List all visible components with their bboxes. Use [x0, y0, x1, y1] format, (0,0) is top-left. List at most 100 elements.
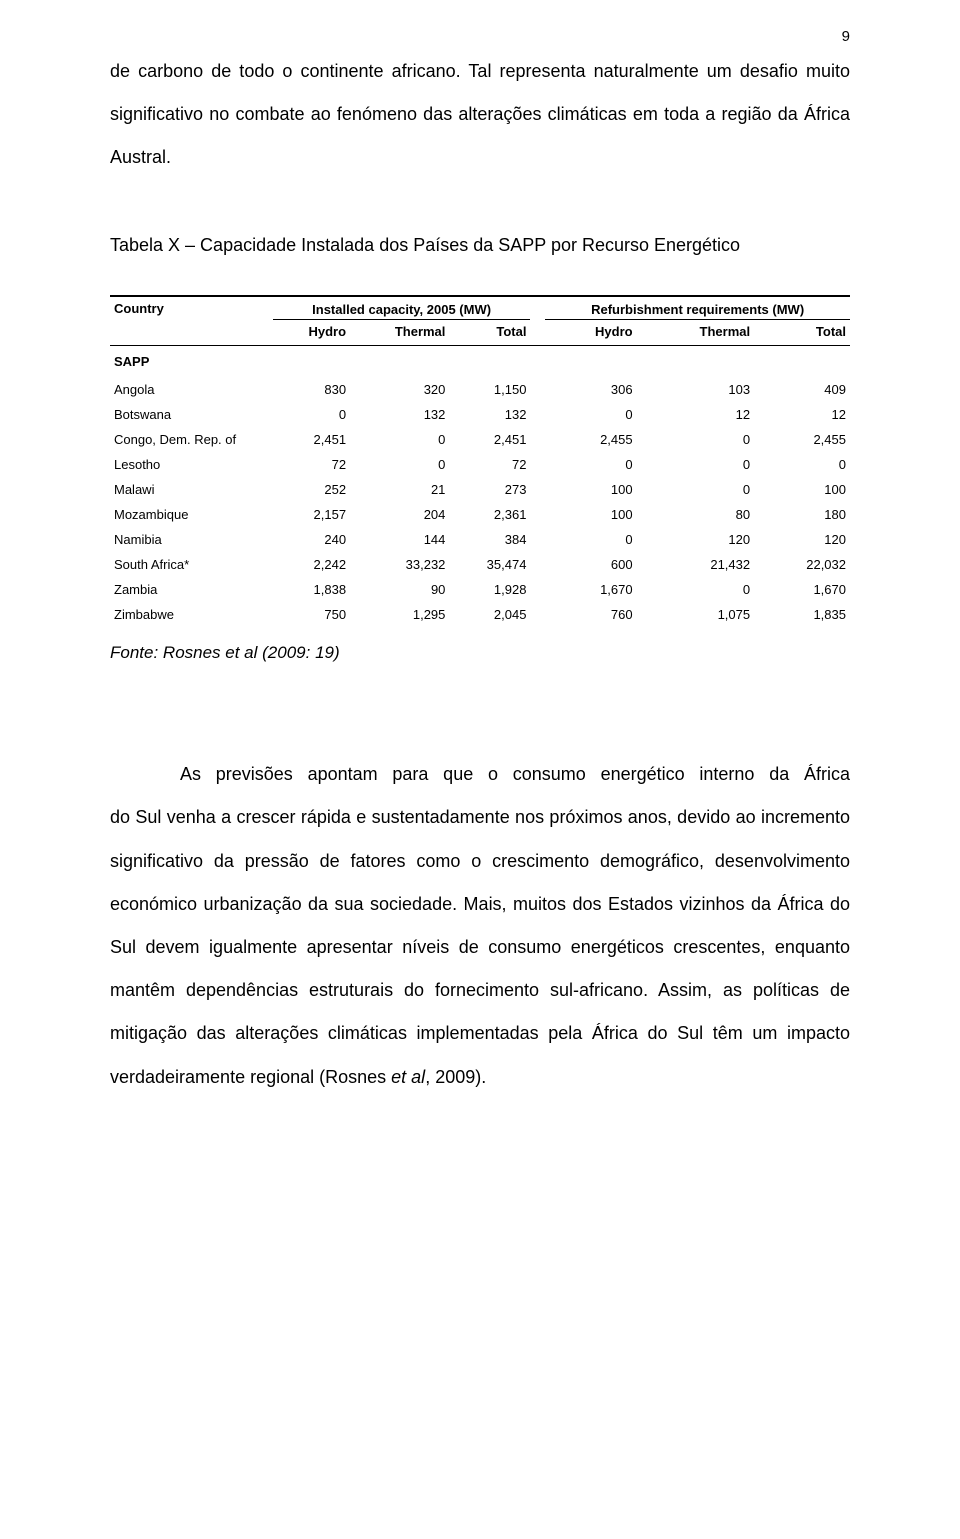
cell-value: 180 [754, 502, 850, 527]
cell-value: 0 [273, 402, 350, 427]
table-row: Angola8303201,150 306103409 [110, 377, 850, 402]
cell-value: 0 [545, 527, 636, 552]
cell-value: 100 [545, 502, 636, 527]
cell-value: 132 [449, 402, 530, 427]
cell-value: 240 [273, 527, 350, 552]
table-section-row: SAPP [110, 346, 850, 377]
cell-value: 0 [637, 577, 755, 602]
cell-value: 90 [350, 577, 449, 602]
cell-value: 0 [350, 452, 449, 477]
table-row: South Africa*2,24233,23235,474 60021,4322… [110, 552, 850, 577]
cell-value: 0 [754, 452, 850, 477]
cell-value: 2,242 [273, 552, 350, 577]
table-title: Tabela X – Capacidade Instalada dos País… [110, 224, 850, 267]
cell-value: 1,670 [545, 577, 636, 602]
cell-country: Congo, Dem. Rep. of [110, 427, 273, 452]
table-row: Zambia1,838901,928 1,67001,670 [110, 577, 850, 602]
table-row: Lesotho72072000 [110, 452, 850, 477]
para2-tail: , 2009). [425, 1067, 486, 1087]
cell-value: 12 [754, 402, 850, 427]
cell-value: 600 [545, 552, 636, 577]
cell-value: 2,455 [754, 427, 850, 452]
cell-value: 100 [754, 477, 850, 502]
cell-value: 1,150 [449, 377, 530, 402]
cell-value: 1,838 [273, 577, 350, 602]
cell-value: 750 [273, 602, 350, 627]
cell-value: 2,455 [545, 427, 636, 452]
col-country: Country [110, 297, 273, 320]
para2-rest: do Sul venha a crescer rápida e sustenta… [110, 807, 850, 1086]
cell-value: 0 [637, 452, 755, 477]
table-header-row-1: Country Installed capacity, 2005 (MW) Re… [110, 297, 850, 320]
cell-country: Lesotho [110, 452, 273, 477]
capacity-table: Country Installed capacity, 2005 (MW) Re… [110, 297, 850, 628]
cell-value: 72 [449, 452, 530, 477]
cell-value: 35,474 [449, 552, 530, 577]
cell-value: 33,232 [350, 552, 449, 577]
sub-thermal-2: Thermal [637, 320, 755, 346]
paragraph-1: de carbono de todo o continente africano… [110, 50, 850, 180]
cell-value: 252 [273, 477, 350, 502]
sub-hydro-1: Hydro [273, 320, 350, 346]
paragraph-2: As previsões apontam para que o consumo … [110, 753, 850, 1099]
cell-value: 760 [545, 602, 636, 627]
cell-value: 1,670 [754, 577, 850, 602]
cell-value: 320 [350, 377, 449, 402]
cell-value: 204 [350, 502, 449, 527]
table-row: Namibia2401443840120120 [110, 527, 850, 552]
cell-value: 1,075 [637, 602, 755, 627]
cell-value: 2,045 [449, 602, 530, 627]
cell-value: 1,295 [350, 602, 449, 627]
page-number: 9 [842, 28, 850, 45]
para2-em: et al [391, 1067, 425, 1087]
cell-value: 22,032 [754, 552, 850, 577]
cell-value: 12 [637, 402, 755, 427]
table-section-label: SAPP [110, 346, 850, 377]
cell-country: Namibia [110, 527, 273, 552]
cell-country: Zambia [110, 577, 273, 602]
cell-value: 0 [350, 427, 449, 452]
cell-value: 103 [637, 377, 755, 402]
table-body: SAPP Angola8303201,150306103409Botswana0… [110, 345, 850, 627]
cell-country: Botswana [110, 402, 273, 427]
sub-hydro-2: Hydro [545, 320, 636, 346]
cell-value: 0 [637, 427, 755, 452]
cell-value: 100 [545, 477, 636, 502]
cell-value: 1,928 [449, 577, 530, 602]
cell-value: 830 [273, 377, 350, 402]
cell-value: 21,432 [637, 552, 755, 577]
cell-value: 132 [350, 402, 449, 427]
cell-value: 2,451 [273, 427, 350, 452]
cell-country: Malawi [110, 477, 273, 502]
cell-value: 21 [350, 477, 449, 502]
cell-value: 144 [350, 527, 449, 552]
cell-value: 80 [637, 502, 755, 527]
cell-value: 409 [754, 377, 850, 402]
cell-value: 120 [637, 527, 755, 552]
cell-country: South Africa* [110, 552, 273, 577]
cell-value: 2,157 [273, 502, 350, 527]
cell-value: 72 [273, 452, 350, 477]
cell-value: 273 [449, 477, 530, 502]
sub-total-1: Total [449, 320, 530, 346]
col-group-installed: Installed capacity, 2005 (MW) [273, 297, 531, 320]
table-row: Malawi252212731000100 [110, 477, 850, 502]
cell-value: 1,835 [754, 602, 850, 627]
cell-country: Mozambique [110, 502, 273, 527]
cell-value: 306 [545, 377, 636, 402]
table-row: Congo, Dem. Rep. of2,45102,4512,45502,45… [110, 427, 850, 452]
col-group-refurb: Refurbishment requirements (MW) [545, 297, 850, 320]
sub-thermal-1: Thermal [350, 320, 449, 346]
cell-country: Angola [110, 377, 273, 402]
table-header-row-2: Hydro Thermal Total Hydro Thermal Total [110, 320, 850, 346]
cell-value: 384 [449, 527, 530, 552]
cell-value: 2,361 [449, 502, 530, 527]
table-head: Country Installed capacity, 2005 (MW) Re… [110, 297, 850, 346]
page: 9 de carbono de todo o continente africa… [0, 0, 960, 1539]
cell-value: 120 [754, 527, 850, 552]
cell-value: 0 [545, 402, 636, 427]
para2-line1: As previsões apontam para que o consumo … [110, 753, 850, 796]
cell-value: 2,451 [449, 427, 530, 452]
table-row: Mozambique2,1572042,361 10080180 [110, 502, 850, 527]
cell-country: Zimbabwe [110, 602, 273, 627]
